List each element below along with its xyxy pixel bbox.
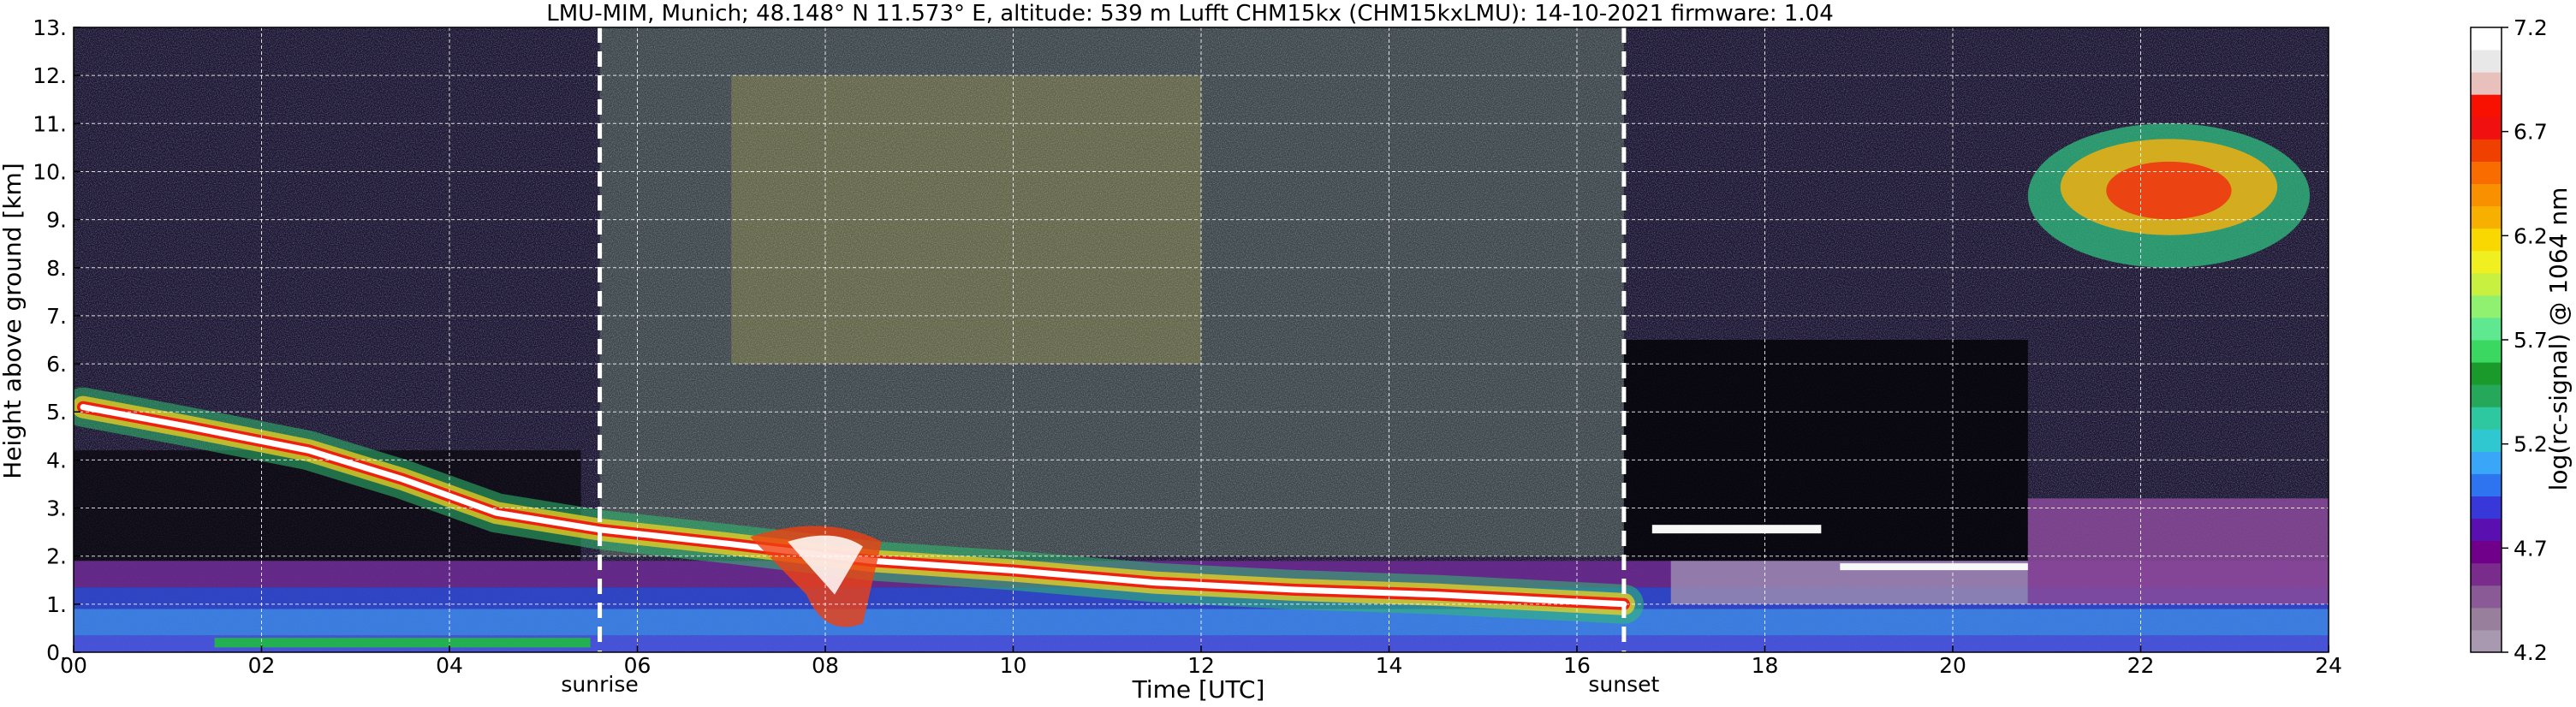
colorbar-tick-label: 4.7 <box>2514 536 2548 561</box>
grid <box>74 27 2329 652</box>
cirrus-core <box>2106 161 2232 220</box>
x-tick-label: 20 <box>1939 653 1966 678</box>
colorbar-segment <box>2471 540 2502 564</box>
chart-title: LMU-MIM, Munich; 48.148° N 11.573° E, al… <box>546 1 1833 27</box>
colorbar-segment <box>2471 340 2502 363</box>
x-tick-label: 00 <box>60 653 87 678</box>
colorbar-segment <box>2471 407 2502 430</box>
nighttime-dark-region <box>1623 340 2028 561</box>
y-axis: 0. 1. 2. 3. 4. 5. 6. 7. 8. 9. 10. 11. 12. 13. <box>33 15 80 665</box>
aerosol-plume-core <box>788 535 863 595</box>
surface-green-patch <box>214 638 591 648</box>
colorbar-tick-label: 6.2 <box>2514 223 2548 248</box>
colorbar-segment <box>2471 384 2502 407</box>
colorbar-segment <box>2471 183 2502 207</box>
y-tick-label: 8. <box>46 256 67 281</box>
y-tick-label: 11. <box>33 111 67 136</box>
colorbar-segment <box>2471 585 2502 609</box>
x-tick-label: 12 <box>1187 653 1215 678</box>
colorbar-segment <box>2471 50 2502 73</box>
y-tick-label: 12. <box>33 63 67 88</box>
y-tick-label: 1. <box>46 592 67 617</box>
y-tick-label: 13. <box>33 15 67 40</box>
y-tick-label: 6. <box>46 352 67 377</box>
x-tick-label: 06 <box>624 653 651 678</box>
x-tick-label: 10 <box>1000 653 1027 678</box>
x-tick-label: 18 <box>1752 653 1779 678</box>
x-tick-label: 08 <box>812 653 839 678</box>
y-axis-label: Height above ground [km] <box>0 163 27 479</box>
night-layer-2-6km <box>1651 525 1822 534</box>
colorbar-label: log(rc-signal) @ 1064 nm <box>2544 187 2573 491</box>
colorbar-segment <box>2471 272 2502 296</box>
colorbar: 4.2 4.7 5.2 5.7 6.2 6.7 7.2 <box>2470 15 2548 665</box>
colorbar-tick-label: 7.2 <box>2514 15 2548 40</box>
y-tick-label: 7. <box>46 304 67 329</box>
marker-label-sunset: sunset <box>1588 672 1659 697</box>
colorbar-segment <box>2471 72 2502 95</box>
colorbar-segment <box>2471 27 2502 50</box>
colorbar-segment <box>2471 473 2502 496</box>
colorbar-segment <box>2471 94 2502 117</box>
x-tick-label: 04 <box>436 653 463 678</box>
colorbar-segment <box>2471 496 2502 520</box>
colorbar-tick-label: 6.7 <box>2514 120 2548 145</box>
colorbar-tick-label: 4.2 <box>2514 640 2548 665</box>
colorbar-tick-label: 5.2 <box>2514 432 2548 457</box>
y-tick-label: 4. <box>46 448 67 472</box>
colorbar-segment <box>2471 294 2502 318</box>
x-tick-label: 24 <box>2315 653 2342 678</box>
colorbar-tick-label: 5.7 <box>2514 328 2548 353</box>
y-tick-label: 2. <box>46 544 67 569</box>
colorbar-segment <box>2471 629 2502 653</box>
y-tick-label: 3. <box>46 496 67 521</box>
y-tick-label: 5. <box>46 400 67 425</box>
colorbar-segment <box>2471 250 2502 274</box>
colorbar-segment <box>2471 451 2502 474</box>
colorbar-segment <box>2471 518 2502 542</box>
night-layer-1-8km <box>1840 563 2028 571</box>
colorbar-segment <box>2471 362 2502 385</box>
y-tick-label: 0. <box>46 640 67 665</box>
colorbar-segment <box>2471 116 2502 140</box>
x-axis-label: Time [UTC] <box>1132 675 1265 704</box>
colorbar-segment <box>2471 205 2502 229</box>
colorbar-segment <box>2471 429 2502 452</box>
colorbar-segment <box>2471 562 2502 586</box>
colorbar-segment <box>2471 139 2502 162</box>
x-axis: 00 02 04 06 08 10 12 14 16 18 20 22 24 <box>60 645 2342 678</box>
x-tick-label: 22 <box>2127 653 2155 678</box>
x-tick-label: 02 <box>248 653 276 678</box>
x-tick-label: 14 <box>1376 653 1403 678</box>
x-tick-label: 16 <box>1563 653 1591 678</box>
marker-label-sunrise: sunrise <box>561 672 638 697</box>
colorbar-segment <box>2471 228 2502 252</box>
marker-lines: sunrise sunset <box>561 27 1660 697</box>
colorbar-segment <box>2471 607 2502 631</box>
colorbar-segment <box>2471 317 2502 341</box>
y-tick-label: 9. <box>46 208 67 233</box>
colorbar-segment <box>2471 161 2502 184</box>
y-tick-label: 10. <box>33 159 67 184</box>
night-purple-layer <box>2027 498 2329 604</box>
